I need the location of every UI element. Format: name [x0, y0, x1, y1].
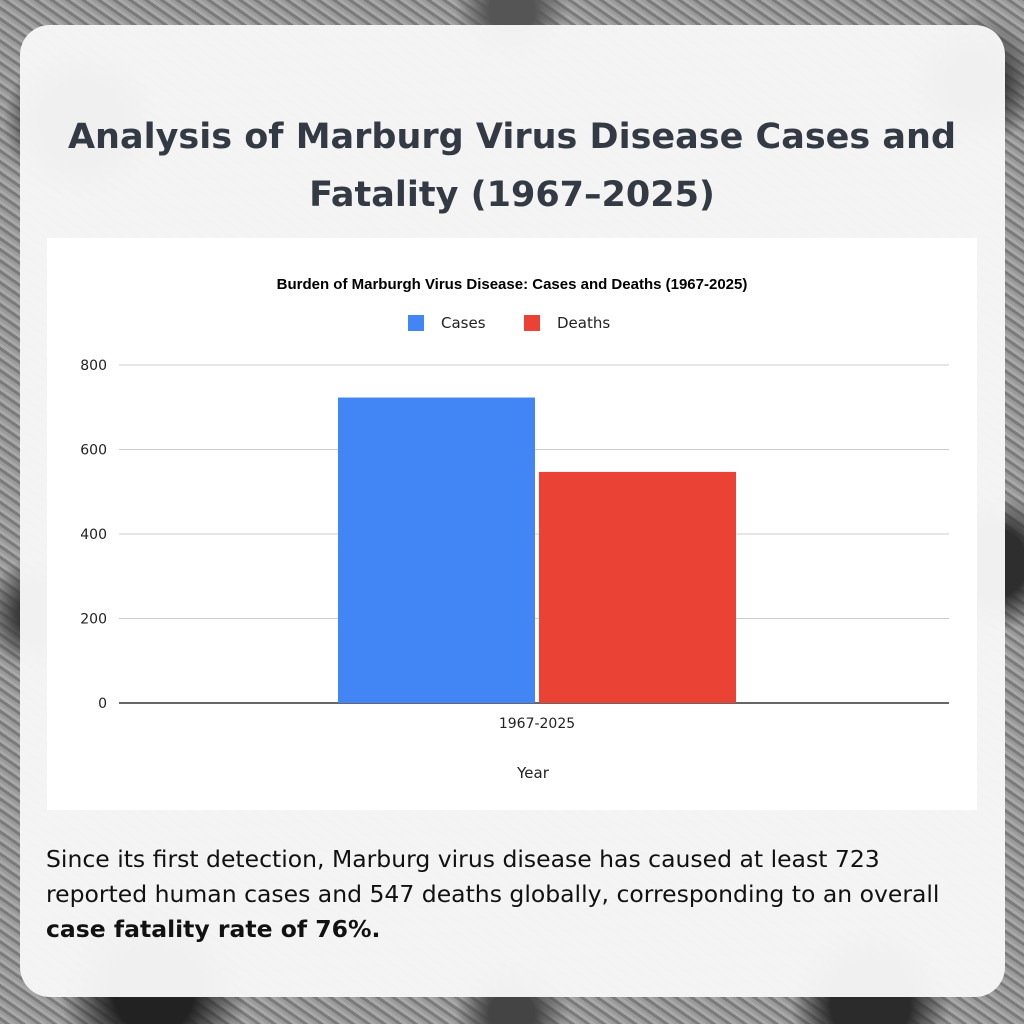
- description-text: Since its first detection, Marburg virus…: [46, 842, 976, 947]
- x-tick-label-1967-2025: 1967-2025: [499, 716, 575, 732]
- y-tick-label-600: 600: [80, 443, 107, 459]
- legend-swatch-deaths: [524, 315, 540, 331]
- legend-label-cases: Cases: [441, 314, 486, 332]
- y-tick-label-800: 800: [80, 358, 107, 374]
- y-tick-label-400: 400: [80, 527, 107, 543]
- bar-cases-1967-2025: [338, 397, 535, 703]
- chart-x-ticks: 1967-2025: [499, 716, 575, 732]
- x-axis-label: Year: [516, 764, 550, 782]
- y-tick-label-0: 0: [98, 696, 107, 712]
- page-title: Analysis of Marburg Virus Disease Cases …: [67, 117, 957, 215]
- bar-chart: Burden of Marburgh Virus Disease: Cases …: [80, 276, 949, 782]
- chart-title: Burden of Marburgh Virus Disease: Cases …: [277, 276, 748, 293]
- y-tick-label-200: 200: [80, 612, 107, 628]
- chart-container: Burden of Marburgh Virus Disease: Cases …: [47, 238, 977, 810]
- chart-legend: Cases Deaths: [408, 314, 610, 332]
- description-highlight: case fatality rate of 76%.: [46, 915, 381, 943]
- description-body: Since its first detection, Marburg virus…: [46, 845, 940, 908]
- legend-swatch-cases: [408, 315, 424, 331]
- bar-deaths-1967-2025: [539, 471, 736, 703]
- chart-bars: [338, 397, 736, 703]
- legend-label-deaths: Deaths: [557, 314, 610, 332]
